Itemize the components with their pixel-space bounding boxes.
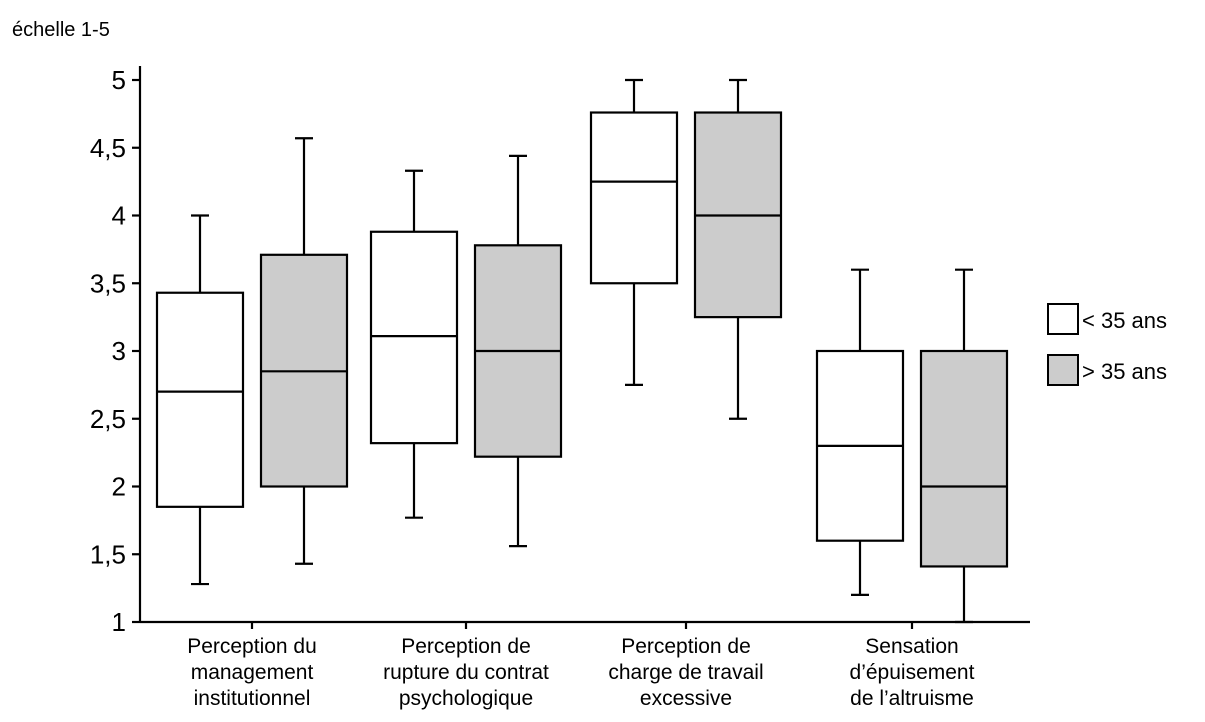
category-label: Sensation d’épuisement de l’altruisme bbox=[850, 635, 975, 710]
category-label-line: rupture du contrat bbox=[383, 661, 549, 684]
category-label: Perception de rupture du contrat psycholog… bbox=[383, 635, 549, 710]
box-over-35 bbox=[473, 154, 563, 548]
box-iqr bbox=[919, 349, 1009, 568]
category-label: Perception de charge de travail excessive bbox=[608, 635, 763, 710]
category-label-line: Perception de bbox=[401, 635, 531, 658]
y-tick-label: 4,5 bbox=[90, 133, 126, 163]
box-iqr bbox=[589, 111, 679, 285]
category-label: Perception du management institutionnel bbox=[187, 635, 317, 710]
box-over-35 bbox=[259, 137, 349, 565]
box-iqr bbox=[369, 230, 459, 445]
legend-label: > 35 ans bbox=[1082, 359, 1167, 384]
category-label-line: Perception du bbox=[187, 635, 317, 658]
y-tick-label: 1 bbox=[112, 607, 126, 637]
box-under-35 bbox=[815, 268, 905, 597]
y-tick-label: 4 bbox=[112, 201, 126, 231]
category-label-line: de l’altruisme bbox=[850, 687, 974, 710]
category-label-line: Perception de bbox=[621, 635, 751, 658]
category-label-line: psychologique bbox=[399, 687, 533, 710]
legend-label: < 35 ans bbox=[1082, 308, 1167, 333]
y-tick-label: 2 bbox=[112, 472, 126, 502]
y-axis: 1 1,5 2 2,5 3 3,5 4 4,5 5 bbox=[90, 65, 142, 637]
x-axis: Perception du management institutionnelPer… bbox=[140, 620, 1030, 710]
y-tick-label: 5 bbox=[112, 65, 126, 95]
box-under-35 bbox=[369, 169, 459, 519]
box-iqr bbox=[155, 291, 245, 508]
box-over-35 bbox=[693, 78, 783, 420]
box-under-35 bbox=[589, 78, 679, 386]
legend-swatch bbox=[1047, 303, 1079, 335]
y-axis-unit-label: échelle 1-5 bbox=[12, 19, 110, 41]
category-label-line: institutionnel bbox=[194, 687, 311, 710]
category-label-line: excessive bbox=[640, 687, 732, 710]
y-tick-label: 2,5 bbox=[90, 404, 126, 434]
y-tick-label: 3 bbox=[112, 336, 126, 366]
legend-swatch bbox=[1047, 354, 1079, 386]
box-series bbox=[155, 78, 1009, 624]
category-label-line: d’épuisement bbox=[850, 661, 975, 684]
category-label-line: Sensation bbox=[865, 635, 958, 658]
y-tick-label: 3,5 bbox=[90, 268, 126, 298]
box-over-35 bbox=[919, 268, 1009, 624]
legend: < 35 ans > 35 ans bbox=[1047, 303, 1167, 386]
category-label-line: management bbox=[191, 661, 314, 684]
category-label-line: charge de travail bbox=[608, 661, 763, 684]
box-under-35 bbox=[155, 214, 245, 586]
y-tick-label: 1,5 bbox=[90, 539, 126, 569]
